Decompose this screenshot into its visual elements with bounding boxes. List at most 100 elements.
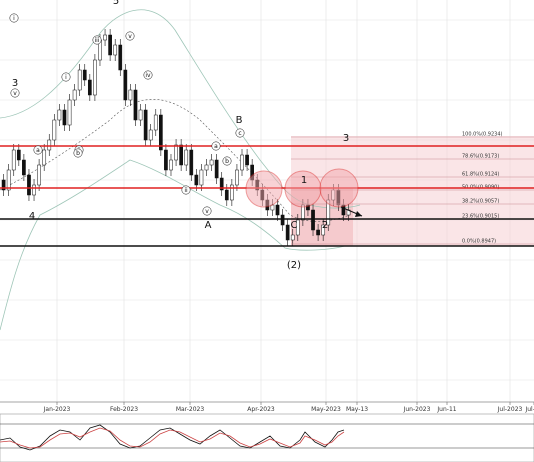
wave-label-ring — [125, 31, 135, 41]
wave-label: b — [76, 150, 80, 157]
candle-body — [280, 214, 285, 226]
candle-body — [311, 209, 315, 231]
candle-body — [1, 179, 6, 191]
wave-label: c — [238, 130, 241, 137]
candle-body — [6, 169, 11, 191]
wave-label-ring — [9, 13, 19, 23]
fib-label: 0.0%(0.8947) — [462, 239, 496, 245]
candle-body — [16, 149, 21, 161]
middle-band — [0, 99, 351, 222]
candle-body — [158, 114, 163, 151]
x-tick-label: Jan-2023 — [43, 406, 71, 413]
candle-body — [57, 109, 62, 121]
wave-label-ring — [92, 35, 102, 45]
candle-body — [179, 144, 183, 166]
candle-body — [62, 109, 67, 126]
candle-body — [174, 144, 178, 161]
wave-label: 3 — [343, 133, 349, 144]
oscillator-k-line — [0, 424, 345, 451]
forecast-arrow-head — [355, 211, 362, 217]
candle-body — [219, 177, 224, 191]
candle-body — [138, 109, 143, 121]
candle-body — [103, 34, 107, 41]
x-tick-label: Jul-2023 — [497, 406, 523, 413]
candle-body — [316, 229, 320, 236]
wave-label-ring — [33, 145, 43, 155]
candle-body — [37, 164, 41, 186]
candle-body — [22, 159, 26, 176]
wave-label: 1 — [301, 175, 307, 186]
candle-body — [87, 79, 92, 96]
wave-label: b — [225, 158, 229, 165]
wave-label-ring — [235, 128, 245, 138]
x-tick-label: Feb-2023 — [110, 406, 138, 413]
candle-body — [93, 59, 97, 96]
wave-label: v — [13, 90, 17, 97]
fib-label: 100.0%(0.9234) — [462, 132, 503, 138]
fib-label: 38.2%(0.9057) — [462, 199, 499, 205]
lower-band — [0, 159, 346, 331]
candle-body — [245, 154, 249, 166]
candle-body — [32, 184, 36, 196]
wave-label-ring — [10, 88, 20, 98]
candle-body — [189, 149, 194, 176]
wave-label-ring — [211, 141, 221, 151]
candle-body — [133, 89, 138, 121]
candle-body — [295, 219, 300, 236]
highlight-circle — [245, 170, 283, 208]
candle-body — [67, 99, 72, 126]
candle-body — [143, 109, 148, 141]
wave-label: iii — [94, 37, 99, 44]
candle-body — [209, 159, 214, 166]
candle-body — [77, 69, 82, 91]
x-tick-label: Jul-09 — [524, 406, 534, 413]
candle-body — [128, 89, 133, 101]
candle-body — [72, 89, 77, 101]
candle-body — [52, 119, 57, 141]
wave-label-ring — [73, 148, 83, 158]
candle-body — [47, 139, 52, 151]
candle-body — [199, 169, 204, 186]
candle-body — [214, 159, 219, 179]
candle-body — [153, 114, 158, 131]
candle-body — [108, 34, 112, 56]
candle-body — [204, 164, 209, 171]
wave-label: 3 — [12, 78, 18, 89]
highlight-circle — [319, 168, 359, 208]
x-tick-label: Jun-11 — [436, 406, 456, 413]
candle-body — [194, 174, 199, 186]
candles — [1, 29, 351, 246]
candle-body — [11, 149, 16, 171]
candle-body — [42, 149, 47, 166]
x-tick-label: Jun-2023 — [403, 406, 431, 413]
candle-body — [148, 129, 153, 141]
candle-body — [118, 44, 123, 71]
candle-body — [184, 149, 189, 166]
wave-label: v — [205, 208, 209, 215]
candle-body — [123, 69, 128, 101]
fib-label: 61.8%(0.9124) — [462, 172, 499, 178]
candle-body — [240, 154, 244, 171]
candle-body — [290, 234, 295, 241]
x-tick-label: May-13 — [346, 406, 368, 413]
candle-body — [235, 169, 239, 186]
wave-label: A — [205, 220, 212, 231]
wave-label: C — [291, 220, 298, 231]
wave-label: v — [128, 33, 132, 40]
candle-body — [285, 224, 290, 241]
x-tick-label: Apr-2023 — [247, 406, 275, 413]
wave-label: 2 — [322, 220, 328, 231]
candle-body — [224, 189, 229, 201]
fib-label: 23.6%(0.9015) — [462, 214, 499, 220]
wave-label: iv — [145, 72, 151, 79]
wave-label: B — [236, 115, 243, 126]
candle-body — [275, 204, 280, 216]
wave-label-ring — [181, 185, 191, 195]
candle-body — [164, 149, 168, 171]
candle-body — [321, 224, 326, 236]
wave-label: i — [13, 15, 15, 22]
candle-body — [113, 44, 118, 56]
wave-label-ring — [61, 72, 71, 82]
